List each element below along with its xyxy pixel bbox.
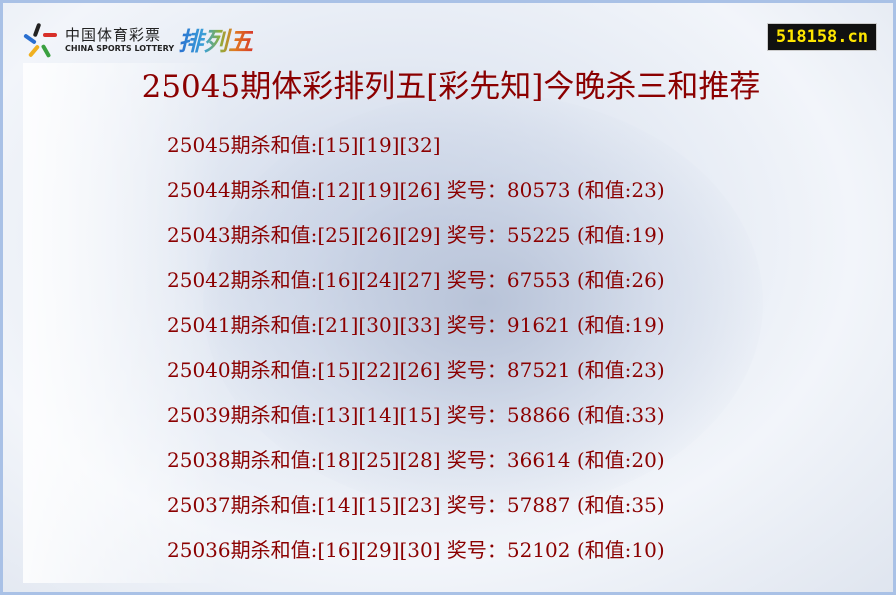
list-item: 25037期杀和值:[14][15][23] 奖号：57887 (和值:35): [167, 493, 665, 517]
list-item: 25044期杀和值:[12][19][26] 奖号：80573 (和值:23): [167, 178, 665, 202]
logo-chinese-text: 中国体育彩票: [65, 25, 162, 44]
page-title: 25045期体彩排列五[彩先知]今晚杀三和推荐: [141, 69, 761, 105]
background-tiger-image: [203, 93, 763, 513]
game-name-logo: 排列五: [178, 22, 253, 58]
site-badge[interactable]: 518158.cn: [766, 23, 877, 51]
list-item: 25036期杀和值:[16][29][30] 奖号：52102 (和值:10): [167, 538, 665, 562]
list-item: 25045期杀和值:[15][19][32]: [167, 133, 441, 157]
lottery-logo-icon: [21, 21, 59, 59]
list-item: 25043期杀和值:[25][26][29] 奖号：55225 (和值:19): [167, 223, 665, 247]
lottery-logo: 中国体育彩票 CHINA SPORTS LOTTERY 排列五: [21, 21, 253, 59]
list-item: 25042期杀和值:[16][24][27] 奖号：67553 (和值:26): [167, 268, 665, 292]
logo-english-text: CHINA SPORTS LOTTERY: [65, 43, 175, 53]
prediction-list: 25045期杀和值:[15][19][32] 25044期杀和值:[12][19…: [167, 131, 665, 581]
list-item: 25039期杀和值:[13][14][15] 奖号：58866 (和值:33): [167, 403, 665, 427]
background-glow: [23, 63, 223, 583]
list-item: 25041期杀和值:[21][30][33] 奖号：91621 (和值:19): [167, 313, 665, 337]
list-item: 25038期杀和值:[18][25][28] 奖号：36614 (和值:20): [167, 448, 665, 472]
list-item: 25040期杀和值:[15][22][26] 奖号：87521 (和值:23): [167, 358, 665, 382]
